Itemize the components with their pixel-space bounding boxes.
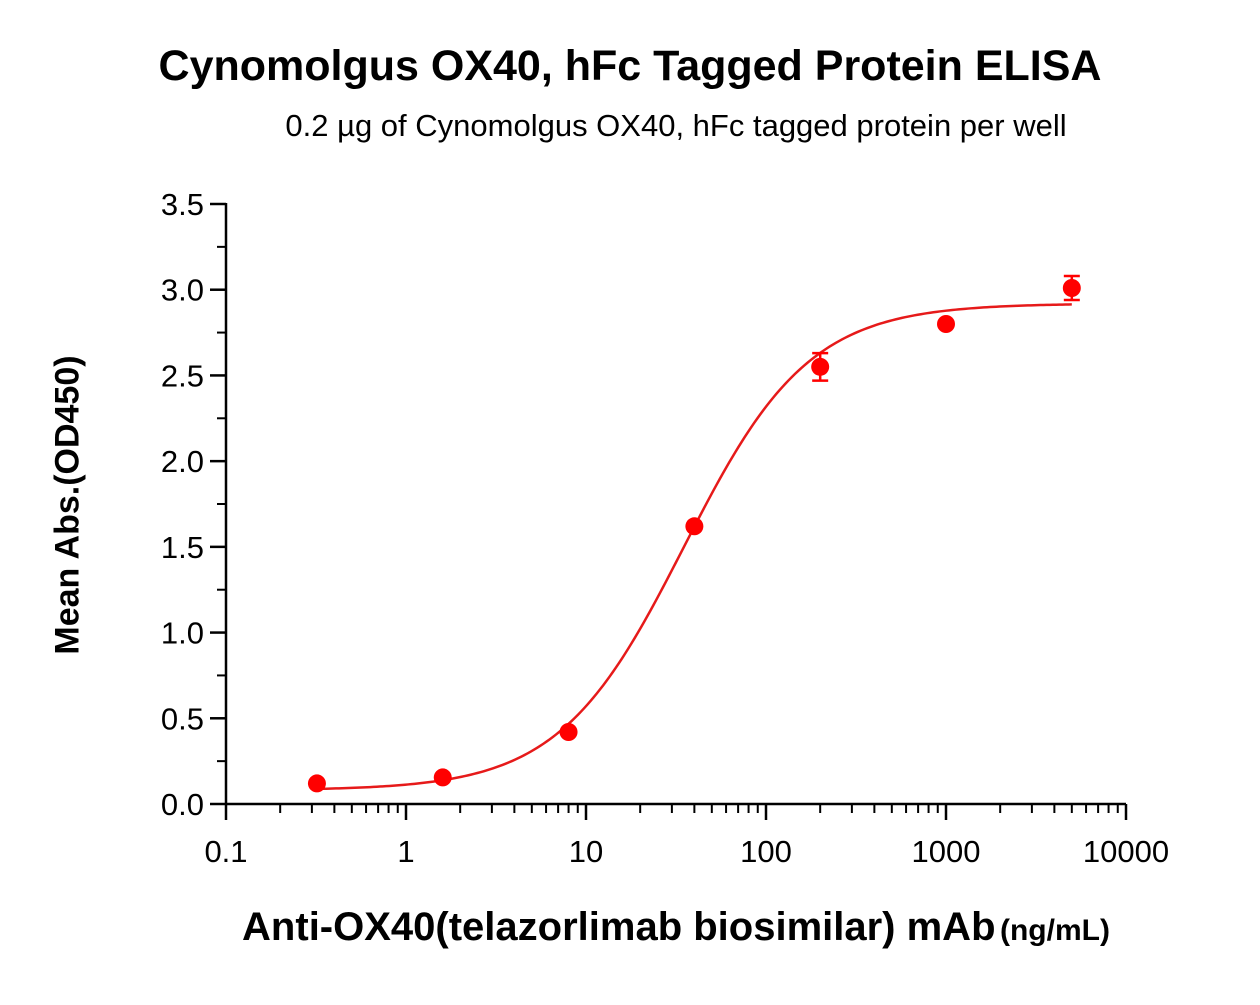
data-point <box>307 774 326 793</box>
y-tick-label: 3.5 <box>161 187 204 222</box>
data-point <box>559 723 578 741</box>
data-points-layer <box>307 274 1081 793</box>
x-axis-label-unit: (ng/mL) <box>999 914 1110 947</box>
x-tick-label: 1 <box>397 834 414 869</box>
x-tick-label: 10000 <box>1083 834 1169 869</box>
data-point <box>433 768 452 787</box>
x-tick-label: 1000 <box>912 834 981 869</box>
y-tick-label: 1.0 <box>161 616 204 651</box>
y-tick-label: 2.5 <box>161 358 204 393</box>
chart-subtitle: 0.2 µg of Cynomolgus OX40, hFc tagged pr… <box>285 108 1067 143</box>
data-point <box>1062 279 1081 297</box>
data-point <box>811 357 830 376</box>
axes: 0.0 0.5 1.0 1.5 2.0 2.5 3.0 3.5 0.1 1 10 100 1000 100… <box>161 187 1169 869</box>
y-tick-label: 0.0 <box>161 787 204 822</box>
x-tick-label: 0.1 <box>204 834 247 869</box>
y-tick-label: 0.5 <box>161 701 204 736</box>
x-tick-label: 10 <box>569 834 603 869</box>
x-axis-label: Anti-OX40(telazorlimab biosimilar) mAb (… <box>0 905 1260 950</box>
fit-curve <box>316 303 1072 791</box>
y-tick-label: 3.0 <box>161 273 204 308</box>
chart-title: Cynomolgus OX40, hFc Tagged Protein ELIS… <box>158 42 1102 90</box>
y-tick-label: 2.0 <box>161 444 204 479</box>
data-point <box>937 315 955 333</box>
x-axis-label-main: Anti-OX40(telazorlimab biosimilar) mAb <box>242 905 996 949</box>
fit-curve-layer <box>316 303 1072 791</box>
data-point <box>685 517 704 536</box>
y-tick-label: 1.5 <box>161 530 204 565</box>
x-tick-label: 100 <box>740 834 792 869</box>
